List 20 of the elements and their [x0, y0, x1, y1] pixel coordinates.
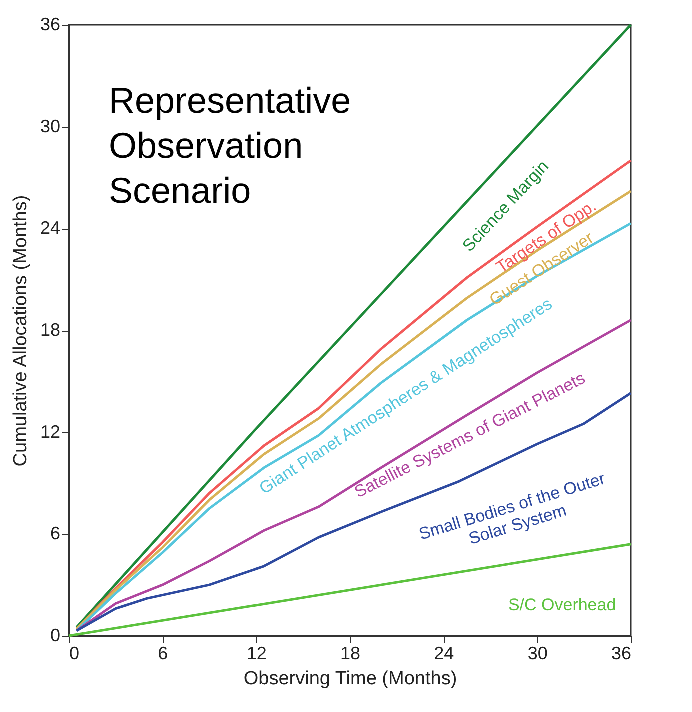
x-axis-title: Observing Time (Months): [244, 668, 458, 690]
y-tick-label: 24: [40, 218, 60, 238]
y-tick-label: 36: [40, 14, 60, 34]
y-tick-label: 6: [50, 524, 60, 544]
x-tick-label: 36: [611, 644, 632, 664]
line-series: [76, 24, 632, 629]
y-axis-title: Cumulative Allocations (Months): [10, 195, 32, 467]
x-tick-label: 30: [528, 644, 548, 664]
x-tick-label: 6: [158, 644, 168, 664]
x-tick-label: 12: [246, 644, 267, 664]
x-tick-label: 24: [434, 644, 454, 664]
y-tick-label: 18: [40, 320, 60, 340]
series-label: S/C Overhead: [508, 595, 616, 614]
y-tick-label: 30: [40, 116, 60, 136]
y-tick-label: 0: [50, 626, 60, 646]
text: Small Bodies of the Outer Solar System: [416, 469, 608, 549]
y-tick-label: 12: [40, 422, 60, 442]
x-tick-label: 18: [340, 644, 361, 664]
x-tick-label: 0: [70, 644, 80, 664]
text: Representative Observation Scenario: [109, 80, 352, 211]
